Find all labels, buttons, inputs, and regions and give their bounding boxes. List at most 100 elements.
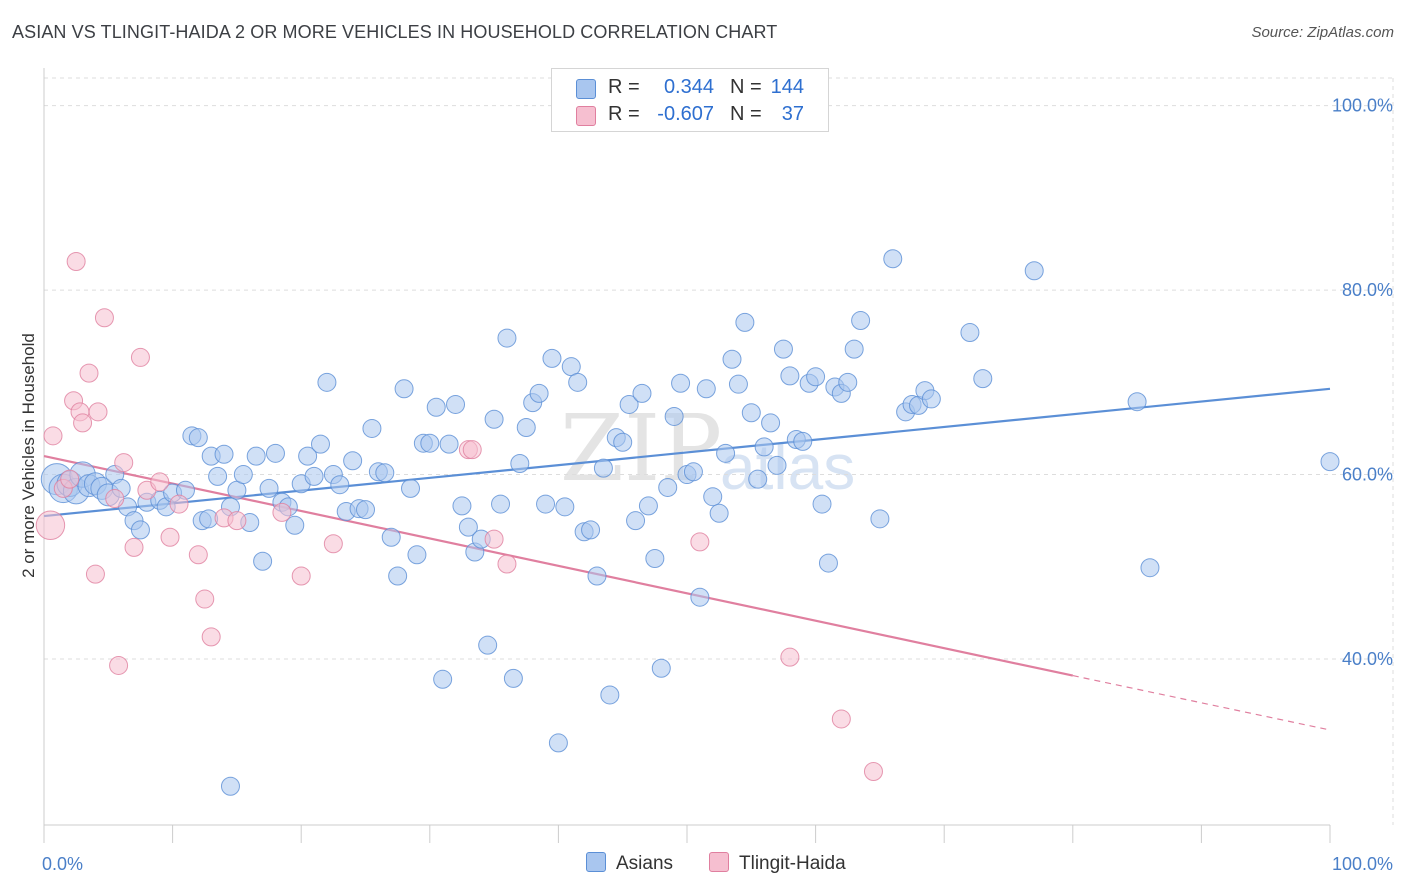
point-tlingit-haida — [88, 402, 108, 422]
trend-line-tlingit-haida — [43, 455, 1074, 677]
axis-labels: 40.0% 60.0% 80.0% 100.0% 0.0% 100.0% 2 or more… — [19, 96, 1393, 874]
point-asians — [214, 444, 234, 464]
point-tlingit-haida — [484, 529, 504, 549]
point-asians — [696, 379, 716, 399]
point-asians — [870, 509, 890, 529]
point-asians — [420, 433, 440, 453]
point-asians — [883, 249, 903, 269]
point-tlingit-haida — [114, 453, 134, 473]
point-asians — [478, 635, 498, 655]
point-tlingit-haida — [79, 363, 99, 383]
point-asians — [426, 397, 446, 417]
point-asians — [619, 394, 639, 414]
point-asians — [921, 389, 941, 409]
point-tlingit-haida — [780, 647, 800, 667]
x-tick-label: 100.0% — [1332, 854, 1393, 874]
point-asians — [645, 548, 665, 568]
point-asians — [735, 312, 755, 332]
point-asians — [233, 465, 253, 485]
point-asians — [439, 434, 459, 454]
point-tlingit-haida — [66, 252, 86, 272]
y-tick-label: 100.0% — [1332, 96, 1393, 116]
legend-r-label: R = — [608, 103, 640, 125]
legend-swatch-tlingit-haida — [576, 106, 596, 126]
point-asians — [555, 497, 575, 517]
point-asians — [767, 455, 787, 475]
point-asians — [780, 366, 800, 386]
point-asians — [458, 517, 478, 537]
legend-r-label: R = — [608, 76, 640, 98]
legend-n-label: N = — [730, 103, 762, 125]
trend-line-asians — [43, 387, 1331, 518]
legend-row-asians: R = 0.344 N = 144 — [552, 74, 828, 102]
point-asians — [716, 443, 736, 463]
point-asians — [401, 478, 421, 498]
point-asians — [265, 443, 285, 463]
point-asians — [664, 406, 684, 426]
point-tlingit-haida — [130, 347, 150, 367]
point-asians — [317, 372, 337, 392]
point-asians — [1320, 452, 1340, 472]
point-asians — [773, 339, 793, 359]
point-tlingit-haida — [462, 440, 482, 460]
point-tlingit-haida — [109, 655, 129, 675]
point-asians — [593, 458, 613, 478]
point-asians — [394, 379, 414, 399]
legend-n-label: N = — [730, 76, 762, 98]
trend-line-tlingit-haida-extrapolated — [1072, 675, 1331, 731]
bottom-legend-label: Asians — [616, 853, 674, 874]
point-asians — [709, 503, 729, 523]
chart-title: ASIAN VS TLINGIT-HAIDA 2 OR MORE VEHICLE… — [12, 22, 778, 42]
point-asians — [703, 487, 723, 507]
y-tick-label: 40.0% — [1342, 649, 1393, 669]
legend-row-tlingit-haida: R = -0.607 N = 37 — [552, 101, 828, 129]
point-asians — [1140, 558, 1160, 578]
point-tlingit-haida — [201, 627, 221, 647]
point-asians — [497, 328, 517, 348]
point-asians — [343, 451, 363, 471]
point-tlingit-haida — [831, 709, 851, 729]
point-asians — [722, 349, 742, 369]
point-tlingit-haida — [291, 566, 311, 586]
point-asians — [452, 496, 472, 516]
point-asians — [818, 553, 838, 573]
point-tlingit-haida — [43, 426, 63, 446]
point-asians — [1127, 392, 1147, 412]
point-asians — [587, 566, 607, 586]
watermark-zip: ZIP — [560, 395, 723, 502]
correlation-legend: R = 0.344 N = 144 R = -0.607 N = 37 — [551, 68, 829, 132]
point-asians — [375, 463, 395, 483]
point-asians — [748, 469, 768, 489]
point-asians — [484, 409, 504, 429]
point-asians — [728, 374, 748, 394]
point-asians — [754, 437, 774, 457]
point-asians — [581, 520, 601, 540]
point-asians — [208, 466, 228, 486]
point-asians — [812, 494, 832, 514]
point-asians — [259, 478, 279, 498]
point-tlingit-haida — [497, 554, 517, 574]
point-tlingit-haida — [105, 489, 125, 509]
point-asians — [304, 466, 324, 486]
point-asians — [613, 432, 633, 452]
point-asians — [388, 566, 408, 586]
point-tlingit-haida — [227, 511, 247, 531]
legend-r-value: 0.344 — [663, 76, 714, 98]
point-asians — [381, 527, 401, 547]
point-asians — [298, 446, 318, 466]
point-asians — [626, 511, 646, 531]
point-asians — [973, 369, 993, 389]
point-asians — [491, 494, 511, 514]
point-asians — [548, 733, 568, 753]
trend-lines — [43, 387, 1331, 731]
point-tlingit-haida — [169, 494, 189, 514]
point-asians — [761, 413, 781, 433]
y-tick-label: 80.0% — [1342, 280, 1393, 300]
point-tlingit-haida — [160, 527, 180, 547]
point-asians — [536, 494, 556, 514]
point-asians — [516, 418, 536, 438]
point-asians — [503, 668, 523, 688]
point-tlingit-haida — [690, 532, 710, 552]
point-asians — [600, 685, 620, 705]
